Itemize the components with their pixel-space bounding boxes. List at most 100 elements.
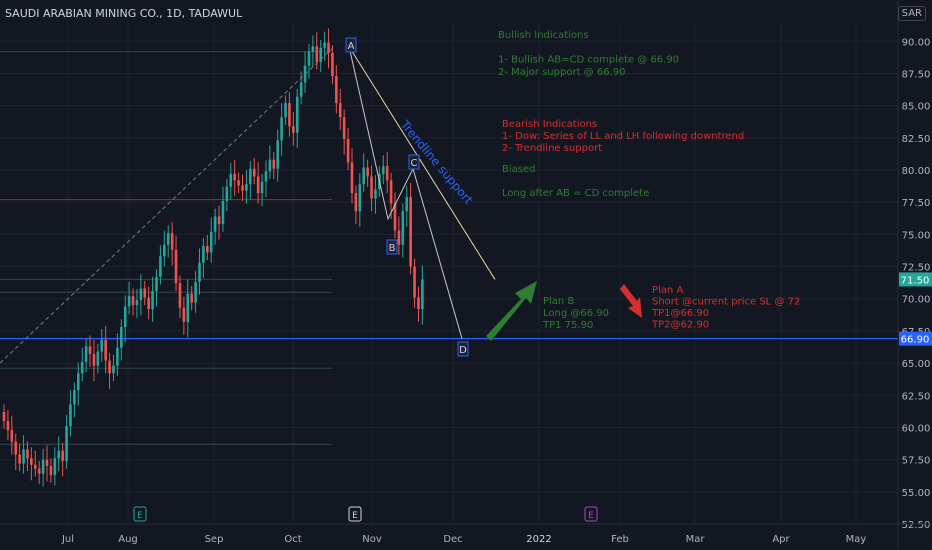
- candle-body[interactable]: [342, 117, 346, 140]
- candle-body[interactable]: [123, 306, 127, 328]
- candle-body[interactable]: [139, 288, 143, 301]
- candle-body[interactable]: [45, 459, 49, 467]
- candle-body[interactable]: [311, 46, 315, 52]
- trendline-support[interactable]: [348, 46, 496, 280]
- candle-body[interactable]: [163, 244, 166, 257]
- candle-body[interactable]: [346, 139, 350, 163]
- candle-body[interactable]: [100, 339, 104, 352]
- candle-body[interactable]: [338, 103, 342, 118]
- candle-body[interactable]: [385, 166, 389, 181]
- candle-body[interactable]: [131, 296, 135, 306]
- candle-body[interactable]: [18, 454, 21, 464]
- candle-body[interactable]: [221, 200, 225, 225]
- candle-body[interactable]: [166, 233, 170, 245]
- candle-body[interactable]: [88, 346, 92, 355]
- candle-body[interactable]: [237, 180, 240, 186]
- pattern-point-box[interactable]: [345, 37, 357, 53]
- candle-body[interactable]: [155, 276, 158, 292]
- candle-body[interactable]: [104, 339, 107, 361]
- candle-body[interactable]: [80, 361, 84, 374]
- candle-body[interactable]: [299, 82, 303, 97]
- candle-body[interactable]: [280, 117, 283, 141]
- candle-body[interactable]: [22, 449, 25, 464]
- candle-body[interactable]: [397, 230, 401, 245]
- earnings-marker[interactable]: [133, 506, 147, 522]
- candle-body[interactable]: [147, 297, 150, 310]
- candle-body[interactable]: [202, 245, 205, 263]
- candle-body[interactable]: [374, 189, 377, 199]
- candle-body[interactable]: [159, 256, 162, 277]
- pattern-point-box[interactable]: [408, 154, 420, 170]
- candle-body[interactable]: [421, 279, 424, 310]
- candle-body[interactable]: [249, 168, 252, 185]
- candle-body[interactable]: [217, 216, 221, 225]
- candle-body[interactable]: [288, 103, 291, 127]
- candle-body[interactable]: [401, 211, 405, 245]
- candle-body[interactable]: [84, 346, 88, 362]
- candle-body[interactable]: [178, 283, 182, 308]
- candle-body[interactable]: [268, 159, 272, 172]
- candle-body[interactable]: [61, 450, 64, 461]
- candle-body[interactable]: [229, 173, 233, 187]
- currency-badge[interactable]: SAR: [897, 6, 926, 21]
- candle-body[interactable]: [260, 181, 264, 194]
- candle-body[interactable]: [73, 390, 76, 405]
- candle-body[interactable]: [331, 52, 334, 77]
- candle-body[interactable]: [127, 296, 131, 307]
- candle-body[interactable]: [198, 262, 201, 283]
- price-label-box[interactable]: [899, 272, 932, 287]
- candle-body[interactable]: [170, 233, 174, 250]
- candle-body[interactable]: [319, 47, 323, 62]
- candle-body[interactable]: [405, 197, 409, 212]
- candle-body[interactable]: [389, 180, 393, 204]
- abcd-pattern[interactable]: [348, 46, 463, 339]
- candle-body[interactable]: [120, 327, 123, 348]
- candle-body[interactable]: [190, 293, 193, 303]
- candle-body[interactable]: [245, 184, 248, 191]
- candle-body[interactable]: [92, 354, 96, 366]
- pattern-point-box[interactable]: [457, 341, 469, 357]
- earnings-marker[interactable]: [348, 506, 362, 522]
- candle-body[interactable]: [381, 166, 385, 174]
- candle-body[interactable]: [65, 426, 68, 461]
- candle-body[interactable]: [241, 185, 244, 191]
- candle-body[interactable]: [393, 203, 397, 231]
- candle-body[interactable]: [295, 96, 299, 133]
- pattern-point-box[interactable]: [386, 239, 398, 255]
- candle-body[interactable]: [10, 430, 14, 442]
- candle-body[interactable]: [112, 365, 115, 374]
- candle-body[interactable]: [41, 459, 45, 474]
- candle-body[interactable]: [135, 300, 139, 306]
- candle-body[interactable]: [213, 216, 217, 232]
- candle-body[interactable]: [358, 184, 362, 212]
- candle-body[interactable]: [53, 458, 57, 476]
- candle-body[interactable]: [57, 450, 61, 459]
- candle-body[interactable]: [315, 46, 319, 62]
- candle-body[interactable]: [206, 245, 209, 253]
- candle-body[interactable]: [96, 351, 100, 366]
- candle-body[interactable]: [37, 468, 41, 474]
- candle-body[interactable]: [186, 293, 190, 322]
- candle-body[interactable]: [69, 404, 72, 427]
- candle-body[interactable]: [14, 441, 18, 455]
- candle-body[interactable]: [151, 291, 154, 310]
- earnings-marker[interactable]: [584, 506, 598, 522]
- candle-body[interactable]: [182, 307, 186, 322]
- candle-body[interactable]: [233, 173, 236, 181]
- candle-body[interactable]: [76, 373, 80, 391]
- candle-body[interactable]: [284, 103, 287, 118]
- candle-body[interactable]: [108, 360, 111, 374]
- candle-body[interactable]: [307, 51, 311, 66]
- candle-body[interactable]: [354, 193, 358, 212]
- candle-body[interactable]: [276, 140, 279, 169]
- dashed-trendline[interactable]: [0, 47, 334, 364]
- candle-body[interactable]: [417, 297, 420, 310]
- price-label-box[interactable]: [899, 331, 932, 346]
- candle-body[interactable]: [143, 288, 147, 298]
- candle-body[interactable]: [335, 76, 338, 104]
- candle-body[interactable]: [350, 162, 354, 194]
- candle-body[interactable]: [264, 171, 268, 182]
- candle-body[interactable]: [194, 282, 197, 303]
- candle-body[interactable]: [209, 231, 213, 253]
